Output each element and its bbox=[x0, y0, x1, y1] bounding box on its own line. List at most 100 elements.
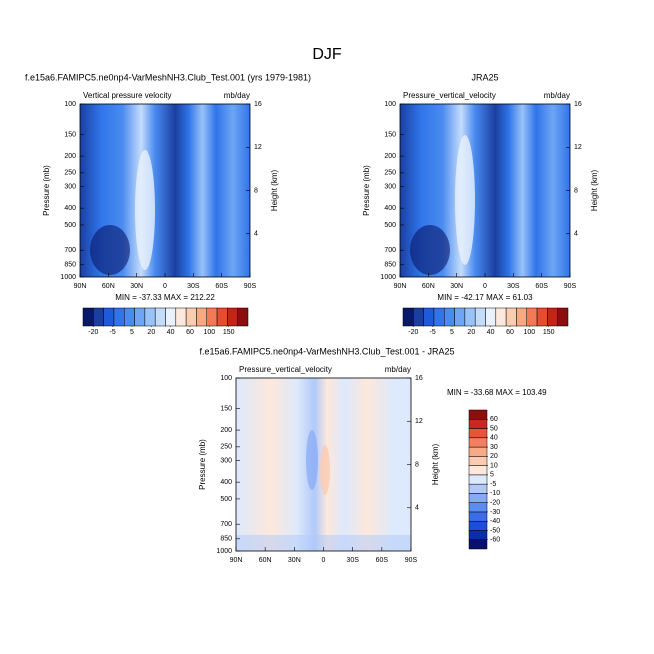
colorbar-box bbox=[468, 520, 488, 531]
panel-title: f.e15a6.FAMIPC5.ne0np4-VarMeshNH3.Club_T… bbox=[200, 346, 455, 356]
y-tick-label: 1000 bbox=[60, 274, 76, 281]
y-tick-label: 850 bbox=[220, 536, 232, 543]
colorbar-label: -40 bbox=[490, 518, 500, 525]
colorbar-box bbox=[237, 307, 249, 327]
y-tick-label: 500 bbox=[384, 222, 396, 229]
right-label: mb/day bbox=[224, 91, 250, 100]
y-axis-label: Pressure (mb) bbox=[42, 165, 51, 216]
colorbar-label: -30 bbox=[490, 509, 500, 516]
colorbar-box bbox=[468, 483, 488, 494]
colorbar-box bbox=[134, 307, 146, 327]
x-tick-label: 90S bbox=[405, 557, 418, 564]
y-tick-label: 500 bbox=[220, 496, 232, 503]
colorbar-box bbox=[468, 474, 488, 485]
x-tick-label: 60S bbox=[376, 557, 389, 564]
y-tick-label: 850 bbox=[384, 262, 396, 269]
min-max-annotation: MIN = -42.17 MAX = 61.03 bbox=[437, 293, 533, 302]
y2-tick-label: 12 bbox=[574, 144, 582, 151]
colorbar-label: -10 bbox=[490, 490, 500, 497]
panel-title: f.e15a6.FAMIPC5.ne0np4-VarMeshNH3.Club_T… bbox=[25, 72, 311, 82]
colorbar-box bbox=[468, 437, 488, 448]
field-3 bbox=[236, 378, 411, 551]
colorbar-label: 20 bbox=[467, 329, 475, 336]
right-label: mb/day bbox=[544, 91, 570, 100]
colorbar-label: 40 bbox=[490, 435, 498, 442]
x-tick-label: 30N bbox=[130, 283, 143, 290]
y2-tick-label: 12 bbox=[415, 418, 423, 425]
colorbar-label: 40 bbox=[167, 329, 175, 336]
y-tick-label: 700 bbox=[384, 247, 396, 254]
y-tick-label: 150 bbox=[64, 131, 76, 138]
x-tick-label: 60N bbox=[102, 283, 115, 290]
y-tick-label: 150 bbox=[220, 405, 232, 412]
x-tick-label: 0 bbox=[483, 283, 487, 290]
colorbar-box bbox=[196, 307, 207, 327]
colorbar-box bbox=[516, 307, 527, 327]
colorbar-label: -50 bbox=[490, 527, 500, 534]
y-tick-label: 100 bbox=[384, 101, 396, 108]
colorbar-box bbox=[557, 307, 569, 327]
x-tick-label: 90S bbox=[244, 283, 257, 290]
left-label: Vertical pressure velocity bbox=[83, 91, 171, 100]
y2-tick-label: 16 bbox=[574, 101, 582, 108]
colorbar-box bbox=[93, 307, 104, 327]
y-tick-label: 1000 bbox=[380, 274, 396, 281]
y2-tick-label: 8 bbox=[415, 461, 419, 468]
x-tick-label: 90S bbox=[564, 283, 577, 290]
colorbar-box bbox=[464, 307, 476, 327]
x-tick-label: 30N bbox=[450, 283, 463, 290]
x-tick-label: 60S bbox=[535, 283, 548, 290]
colorbar-box bbox=[227, 307, 238, 327]
y-tick-label: 150 bbox=[384, 131, 396, 138]
colorbar-box bbox=[402, 307, 414, 327]
y2-axis-label: Height (km) bbox=[270, 169, 279, 211]
x-tick-label: 0 bbox=[163, 283, 167, 290]
x-tick-label: 60N bbox=[422, 283, 435, 290]
y-axis-label: Pressure (mb) bbox=[362, 165, 371, 216]
colorbar-label: 150 bbox=[223, 329, 235, 336]
colorbar-box bbox=[423, 307, 435, 327]
x-tick-label: 90N bbox=[74, 283, 87, 290]
y2-axis-label: Height (km) bbox=[590, 169, 599, 211]
x-tick-label: 30S bbox=[187, 283, 200, 290]
y2-tick-label: 4 bbox=[254, 231, 258, 238]
colorbar-label: 20 bbox=[147, 329, 155, 336]
colorbar-box bbox=[454, 307, 466, 327]
colorbar-box bbox=[468, 446, 488, 457]
y-tick-label: 700 bbox=[220, 521, 232, 528]
x-tick-label: 60S bbox=[215, 283, 228, 290]
min-max-annotation: MIN = -37.33 MAX = 212.22 bbox=[115, 293, 215, 302]
y-tick-label: 400 bbox=[64, 205, 76, 212]
colorbar-box bbox=[144, 307, 156, 327]
colorbar-box bbox=[485, 307, 497, 327]
colorbar-box bbox=[468, 493, 488, 503]
y-tick-label: 200 bbox=[384, 153, 396, 160]
panel-title: JRA25 bbox=[471, 72, 498, 82]
colorbar-label: 40 bbox=[487, 329, 495, 336]
colorbar-box bbox=[495, 307, 507, 327]
x-tick-label: 30S bbox=[346, 557, 359, 564]
y-tick-label: 1000 bbox=[216, 548, 232, 555]
colorbar-box bbox=[82, 307, 94, 327]
colorbar-label: 30 bbox=[490, 444, 498, 451]
colorbar-box bbox=[206, 307, 218, 327]
y-tick-label: 100 bbox=[220, 375, 232, 382]
colorbar-box bbox=[175, 307, 187, 327]
colorbar-box bbox=[468, 456, 488, 466]
colorbar-label: 20 bbox=[490, 453, 498, 460]
colorbar-label: 5 bbox=[450, 329, 454, 336]
colorbar-box bbox=[468, 409, 488, 420]
field-2 bbox=[400, 104, 570, 277]
colorbar-label: 100 bbox=[203, 329, 215, 336]
colorbar-label: -5 bbox=[110, 329, 116, 336]
colorbar-box bbox=[536, 307, 548, 327]
colorbar-label: 10 bbox=[490, 462, 498, 469]
x-tick-label: 90N bbox=[230, 557, 243, 564]
y-tick-label: 300 bbox=[220, 457, 232, 464]
y-tick-label: 250 bbox=[64, 170, 76, 177]
colorbar-box bbox=[505, 307, 517, 327]
colorbar-label: -60 bbox=[490, 537, 500, 544]
y2-tick-label: 12 bbox=[254, 144, 262, 151]
colorbar-box bbox=[433, 307, 445, 327]
